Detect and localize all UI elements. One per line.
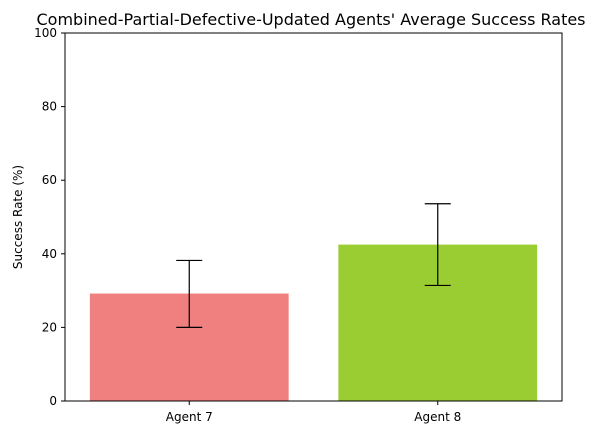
y-tick-label: 60 xyxy=(42,173,57,187)
x-tick-label: Agent 7 xyxy=(166,410,213,424)
plot-area: Agent 7 Agent 8 0 20 40 60 80 100 xyxy=(34,26,563,424)
y-tick-label: 100 xyxy=(34,26,57,40)
y-tick-label: 0 xyxy=(49,394,57,408)
plot-frame xyxy=(64,32,563,402)
y-axis-label: Success Rate (%) xyxy=(11,165,25,269)
x-tick-label: Agent 8 xyxy=(414,410,461,424)
y-tick-label: 80 xyxy=(42,100,57,114)
y-tick-label: 20 xyxy=(42,320,57,334)
y-tick-label: 40 xyxy=(42,247,57,261)
chart-title: Combined-Partial-Defective-Updated Agent… xyxy=(36,10,585,29)
